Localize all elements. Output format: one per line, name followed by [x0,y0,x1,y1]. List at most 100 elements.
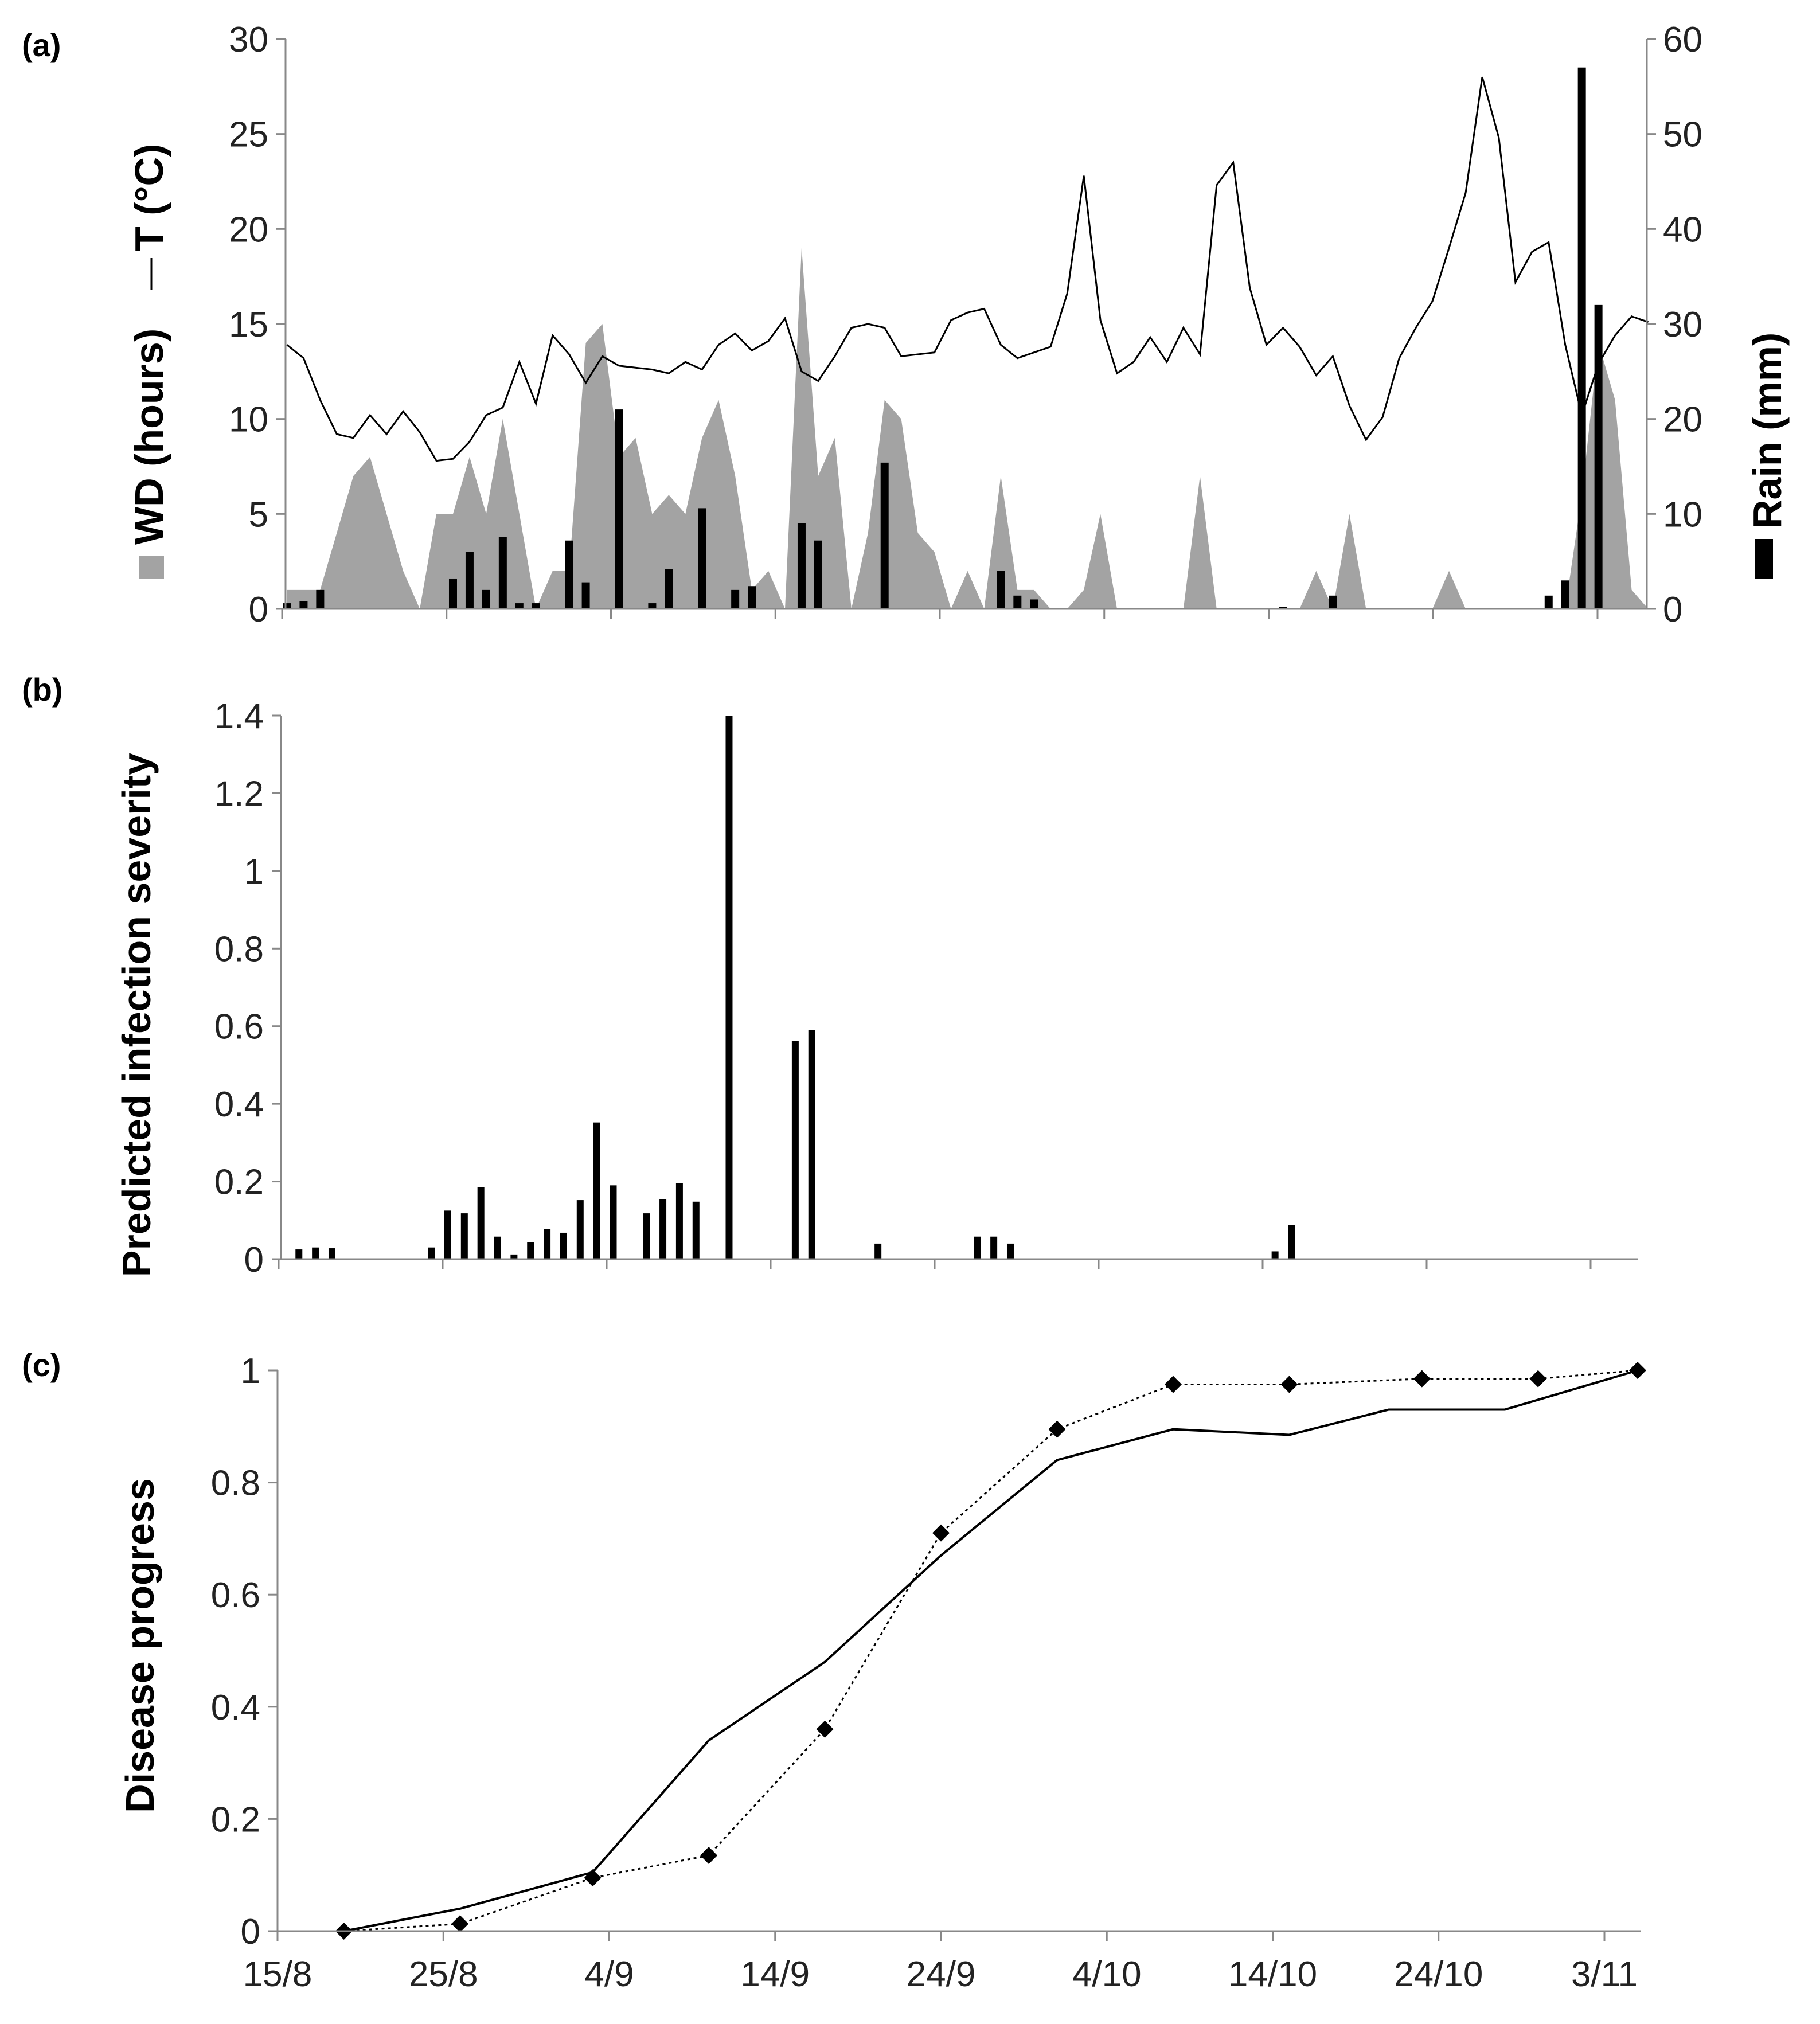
infection-bar [295,1249,303,1259]
panel-b-infection: 0 0.2 0.4 0.6 0.8 1 1.2 1.4 Predicted infection… [114,697,1638,1280]
wd-legend-swatch [139,556,164,579]
infection-bar [990,1236,998,1259]
infection-bar [808,1030,815,1259]
predicted-marker [1164,1376,1182,1393]
infection-bar [675,1183,683,1259]
infection-bar [576,1200,584,1259]
predicted-marker [451,1915,469,1933]
predicted-marker [816,1720,834,1738]
a-right-tick-label: 50 [1663,115,1702,155]
infection-bar [510,1254,518,1259]
a-left-tick-label: 25 [229,115,268,155]
temperature-line [286,76,1649,462]
infection-bar [460,1213,468,1259]
rain-bar [615,409,623,609]
predicted-marker [1628,1362,1646,1379]
c-y-tick-label: 0.4 [211,1688,260,1728]
predicted-progress-line [343,1369,1638,1932]
a-left-tick-label: 0 [249,590,268,630]
panel-c-disease: 0 0.2 0.4 0.6 0.8 1 15/8 25/8 4/9 14/9 24/9 4/10 14/… [118,1351,1646,1994]
predicted-progress-markers [335,1362,1646,1940]
infection-bar [610,1185,617,1259]
c-x-tick-label: 25/8 [409,1955,478,1994]
infection-bar [659,1199,667,1259]
rain-bar [731,589,740,609]
c-x-tick-label: 24/10 [1394,1955,1483,1994]
a-left-tick-label: 10 [229,400,268,440]
c-x-tick-label: 4/10 [1072,1955,1142,1994]
predicted-marker [584,1869,602,1887]
rain-bar [665,569,673,609]
rain-bar [565,540,573,609]
predicted-marker [1048,1420,1066,1438]
c-x-tick-label: 24/9 [907,1955,976,1994]
c-x-tick-label: 4/9 [584,1955,634,1994]
b-y-tick-label: 0.2 [214,1163,264,1202]
predicted-marker [1413,1370,1431,1388]
rain-bar [465,552,474,609]
infection-bar [1271,1251,1279,1259]
rain-bar [1594,304,1603,609]
disease-axis-title: Disease progress [118,1478,162,1813]
rain-bar [532,603,540,609]
c-x-tick-label: 3/11 [1571,1955,1638,1994]
a-left-tick-label: 5 [249,495,268,534]
c-x-tick-label: 14/9 [740,1955,810,1994]
a-right-tick-label: 30 [1663,305,1702,345]
infection-bar [974,1236,981,1259]
rain-bar [498,537,507,609]
a-right-tick-label: 10 [1663,495,1702,534]
infection-bar [544,1229,551,1259]
a-left-tick-label: 30 [229,20,268,60]
rain-bar [283,603,291,609]
panel-label-c: (c) [22,1347,61,1383]
rain-bar [997,571,1005,609]
rain-bars [283,67,1603,609]
wd-axis-title: WD (hours) [127,329,171,545]
infection-bar [791,1041,799,1259]
infection-bar [444,1210,451,1259]
rain-bar [482,589,490,609]
panel-c-axes: 0 0.2 0.4 0.6 0.8 1 15/8 25/8 4/9 14/9 24/9 4/10 14/… [211,1351,1641,1994]
rain-axis-title: Rain (mm) [1745,333,1790,529]
infection-bar [527,1242,534,1259]
c-y-tick-label: 0.6 [211,1576,260,1615]
rain-bar [1561,580,1569,609]
predicted-marker [1280,1376,1298,1393]
infection-bar [874,1243,882,1259]
rain-bar [648,603,657,609]
infection-bar [560,1232,567,1259]
rain-bar [1577,67,1586,609]
rain-bar [1030,599,1038,609]
b-y-tick-label: 1.4 [214,697,264,736]
rain-bar [1329,595,1337,609]
b-y-tick-label: 0 [244,1240,264,1280]
panel-label-a: (a) [22,27,61,63]
t-axis-title: T (°C) [127,144,171,251]
infection-bar [593,1122,600,1259]
c-y-tick-label: 0 [241,1912,260,1952]
rain-bar [814,540,822,609]
infection-severity-bars [295,716,1295,1259]
rain-bar [1013,595,1022,609]
panel-a-axes: 0 5 10 15 20 25 30 0 10 20 30 40 50 60 [229,20,1702,630]
wd-area-shape [287,248,1649,609]
rain-bar [299,601,308,609]
infection-bar [477,1187,485,1259]
c-x-tick-label: 15/8 [243,1955,313,1994]
predicted-marker [700,1846,718,1864]
rain-bar [797,523,806,609]
infection-bar [1006,1243,1014,1259]
c-x-tick-label: 14/10 [1228,1955,1317,1994]
rain-bar [581,582,590,609]
infection-bar [312,1247,319,1259]
observed-progress-line [343,1369,1638,1932]
rain-bar [748,586,756,609]
predicted-marker [1529,1370,1547,1388]
a-right-tick-label: 60 [1663,20,1702,60]
infection-bar [328,1248,335,1259]
panel-b-axes: 0 0.2 0.4 0.6 0.8 1 1.2 1.4 [214,697,1638,1280]
predicted-marker [932,1524,950,1542]
infection-axis-title: Predicted infection severity [114,753,159,1277]
